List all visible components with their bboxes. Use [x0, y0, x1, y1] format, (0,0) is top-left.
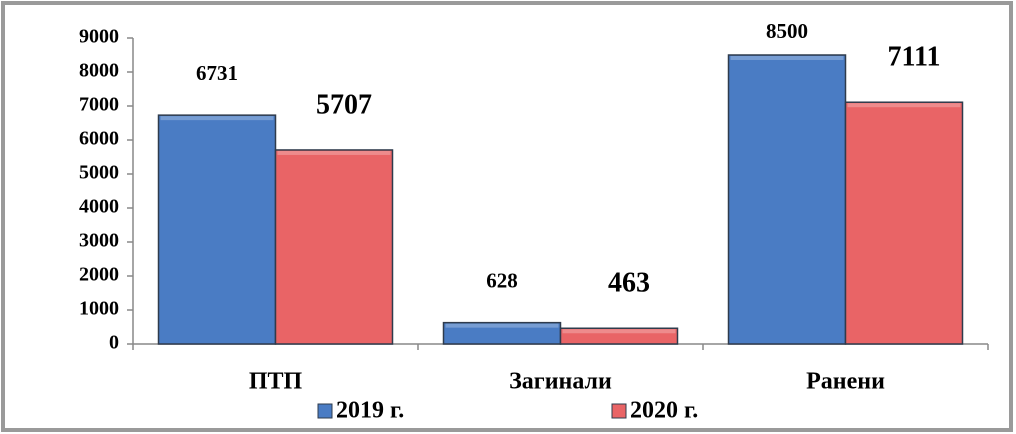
- bar-highlight: [730, 56, 844, 60]
- bar-highlight: [847, 103, 961, 108]
- y-tick-label: 2000: [79, 264, 119, 286]
- bar-highlight: [445, 323, 559, 328]
- y-tick-label: 4000: [79, 196, 119, 218]
- bar-highlight: [277, 150, 391, 155]
- data-label: 463: [608, 268, 650, 299]
- x-tick-label: ПТП: [249, 369, 303, 395]
- data-label: 628: [486, 268, 518, 292]
- legend-label: 2020 г.: [630, 398, 698, 424]
- bar-highlight: [562, 329, 676, 334]
- y-tick-label: 0: [109, 332, 119, 354]
- y-tick-label: 7000: [79, 94, 119, 116]
- bar: [274, 149, 394, 345]
- data-label: 5707: [316, 89, 372, 120]
- x-tick-label: Ранени: [806, 369, 885, 395]
- legend-swatch: [317, 403, 333, 419]
- bar: [844, 101, 964, 345]
- y-tick-label: 8000: [79, 60, 119, 82]
- bar: [727, 54, 847, 345]
- y-tick-label: 9000: [79, 26, 119, 48]
- y-tick-label: 3000: [79, 230, 119, 252]
- bar: [559, 327, 679, 345]
- data-label: 6731: [196, 61, 238, 85]
- legend-swatch: [611, 403, 627, 419]
- x-tick-label: Загинали: [509, 369, 612, 395]
- y-tick-label: 1000: [79, 298, 119, 320]
- y-tick-label: 6000: [79, 128, 119, 150]
- bar-highlight: [160, 116, 274, 121]
- y-tick-label: 5000: [79, 162, 119, 184]
- bar: [157, 114, 277, 345]
- legend-label: 2019 г.: [336, 398, 404, 424]
- data-label: 7111: [888, 42, 941, 73]
- data-label: 8500: [766, 19, 808, 43]
